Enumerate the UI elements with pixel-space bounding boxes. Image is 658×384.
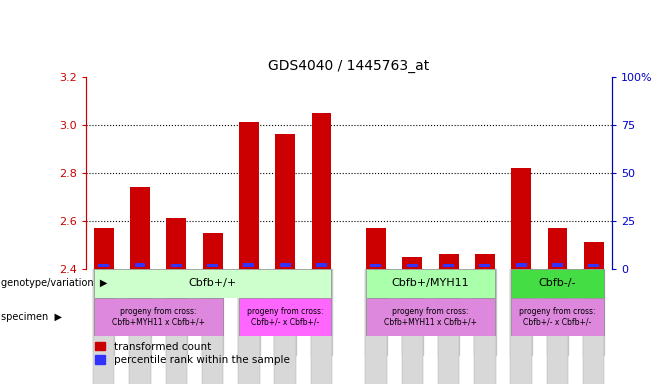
Text: progeny from cross:
Cbfb+MYH11 x Cbfb+/+: progeny from cross: Cbfb+MYH11 x Cbfb+/+ [112, 307, 205, 326]
Bar [365, 269, 387, 384]
Bar [93, 269, 332, 298]
Text: progeny from cross:
Cbfb+/- x Cbfb+/-: progeny from cross: Cbfb+/- x Cbfb+/- [247, 307, 324, 326]
Bar [401, 269, 423, 355]
Bar [93, 269, 114, 355]
Bar [588, 264, 599, 267]
Bar [480, 264, 490, 267]
Bar [98, 264, 109, 267]
Bar [547, 269, 569, 384]
Bar [239, 298, 332, 336]
Bar [311, 269, 332, 384]
Bar [365, 269, 387, 355]
Bar [93, 269, 114, 384]
Bar [238, 269, 260, 384]
Bar [516, 263, 526, 267]
Bar [280, 263, 291, 267]
Bar [134, 263, 145, 267]
Bar [93, 228, 114, 269]
Text: Cbfb-/-: Cbfb-/- [539, 278, 576, 288]
Text: Cbfb+/+: Cbfb+/+ [188, 278, 237, 288]
Bar [274, 269, 296, 384]
Bar [239, 122, 259, 269]
Bar [129, 269, 151, 355]
Bar [366, 298, 495, 336]
Text: progeny from cross:
Cbfb+/- x Cbfb+/-: progeny from cross: Cbfb+/- x Cbfb+/- [519, 307, 595, 326]
Bar [474, 269, 495, 355]
Bar [474, 269, 495, 384]
Bar [166, 269, 187, 355]
Text: Cbfb+/MYH11: Cbfb+/MYH11 [392, 278, 469, 288]
Text: genotype/variation  ▶: genotype/variation ▶ [1, 278, 108, 288]
Bar [552, 263, 563, 267]
Bar [443, 264, 454, 267]
Bar [438, 269, 459, 384]
Bar [311, 113, 332, 269]
Bar [243, 263, 255, 267]
Bar [275, 134, 295, 269]
Bar [583, 269, 605, 355]
Title: GDS4040 / 1445763_at: GDS4040 / 1445763_at [268, 59, 430, 73]
Bar [129, 269, 151, 384]
Bar [370, 264, 382, 267]
Bar [438, 269, 459, 355]
Bar [202, 269, 223, 384]
Bar [511, 298, 604, 336]
Text: specimen  ▶: specimen ▶ [1, 312, 63, 322]
Bar [366, 269, 495, 298]
Bar [439, 254, 459, 269]
Bar [171, 263, 182, 267]
Bar [166, 218, 186, 269]
Text: progeny from cross:
Cbfb+MYH11 x Cbfb+/+: progeny from cross: Cbfb+MYH11 x Cbfb+/+ [384, 307, 477, 326]
Bar [93, 298, 222, 336]
Bar [311, 269, 332, 355]
Bar [511, 269, 532, 384]
Bar [402, 257, 422, 269]
Bar [547, 269, 569, 355]
Bar [203, 233, 222, 269]
Bar [401, 269, 423, 384]
Bar [366, 228, 386, 269]
Legend: transformed count, percentile rank within the sample: transformed count, percentile rank withi… [91, 338, 293, 369]
Bar [202, 269, 223, 355]
Bar [166, 269, 187, 384]
Bar [316, 263, 327, 267]
Bar [475, 254, 495, 269]
Bar [274, 269, 296, 355]
Bar [238, 269, 260, 355]
Bar [130, 187, 150, 269]
Bar [511, 168, 531, 269]
Bar [583, 269, 605, 384]
Bar [407, 265, 418, 267]
Bar [547, 228, 567, 269]
Bar [584, 242, 604, 269]
Bar [207, 263, 218, 267]
Bar [511, 269, 532, 355]
Bar [511, 269, 604, 298]
